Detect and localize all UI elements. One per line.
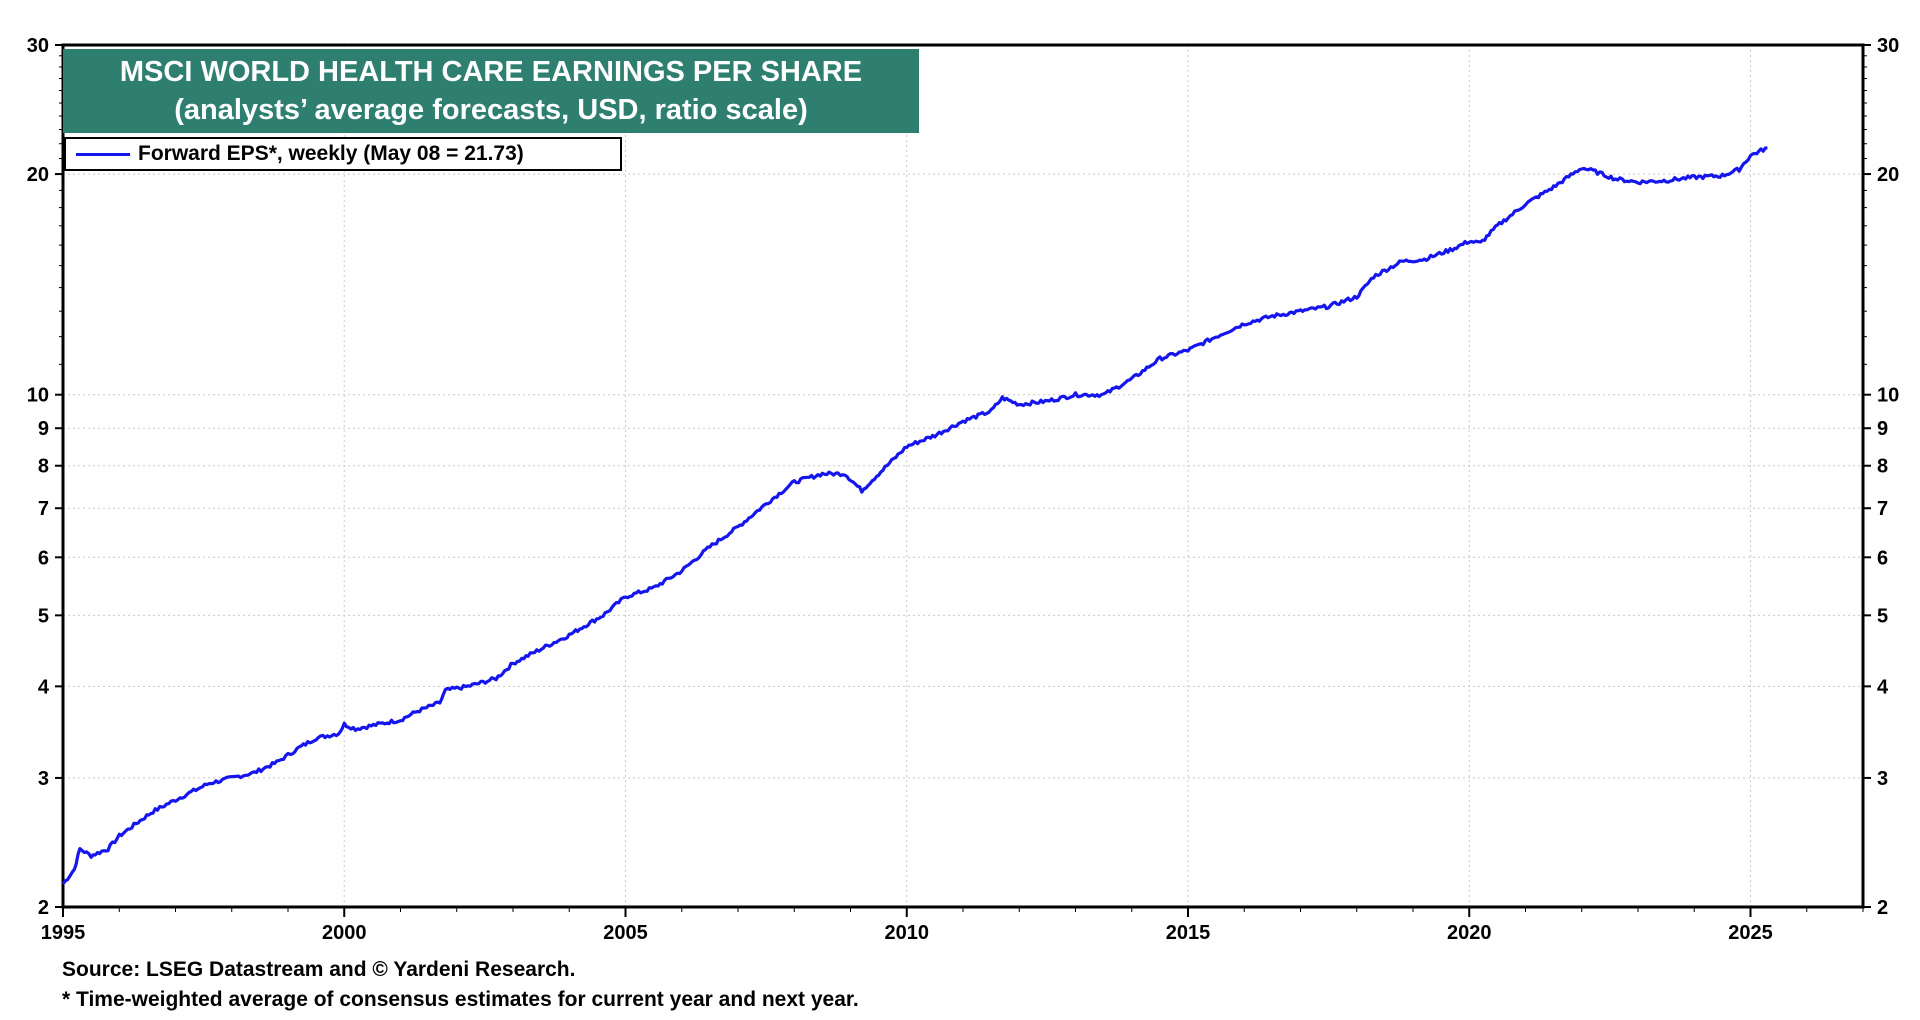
- y-tick-label-right: 8: [1877, 456, 1888, 478]
- chart-title: MSCI WORLD HEALTH CARE EARNINGS PER SHAR…: [119, 56, 863, 88]
- y-tick-label-right: 5: [1877, 605, 1888, 627]
- legend-swatch: [76, 152, 130, 156]
- y-tick-label-right: 4: [1877, 676, 1889, 698]
- y-tick-label-left: 2: [38, 897, 49, 919]
- y-tick-label-left: 10: [27, 385, 49, 407]
- legend-label: Forward EPS*, weekly (May 08 = 21.73): [138, 142, 524, 165]
- y-tick-label-right: 10: [1877, 385, 1899, 407]
- grid-lines: [63, 45, 1863, 907]
- y-tick-label-right: 7: [1877, 498, 1888, 520]
- y-tick-label-right: 9: [1877, 418, 1888, 440]
- x-tick-label: 2015: [1166, 922, 1211, 944]
- x-tick-label: 2020: [1447, 922, 1492, 944]
- y-tick-label-left: 5: [38, 605, 49, 627]
- y-tick-label-left: 20: [27, 164, 49, 186]
- y-tick-label-left: 6: [38, 547, 49, 569]
- chart-title-box: MSCI WORLD HEALTH CARE EARNINGS PER SHAR…: [63, 49, 919, 133]
- x-tick-label: 2000: [322, 922, 367, 944]
- y-tick-label-left: 8: [38, 456, 49, 478]
- axis-ticks: [55, 44, 1871, 917]
- y-tick-label-left: 30: [27, 35, 49, 57]
- y-tick-label-left: 4: [38, 676, 50, 698]
- y-tick-label-right: 3: [1877, 768, 1888, 790]
- source-note: Source: LSEG Datastream and © Yardeni Re…: [62, 958, 576, 981]
- chart-subtitle: (analysts’ average forecasts, USD, ratio…: [174, 94, 808, 126]
- x-tick-label: 2010: [885, 922, 930, 944]
- y-tick-label-left: 7: [38, 498, 49, 520]
- x-tick-label: 1995: [41, 922, 86, 944]
- y-tick-label-right: 20: [1877, 164, 1899, 186]
- series-line-forward-eps: [61, 146, 1768, 885]
- y-tick-label-left: 9: [38, 418, 49, 440]
- legend: Forward EPS*, weekly (May 08 = 21.73): [64, 137, 622, 171]
- y-tick-label-right: 2: [1877, 897, 1888, 919]
- x-tick-label: 2025: [1728, 922, 1773, 944]
- y-tick-label-right: 6: [1877, 547, 1888, 569]
- x-tick-label: 2005: [603, 922, 648, 944]
- y-tick-label-left: 3: [38, 768, 49, 790]
- footnote: * Time-weighted average of consensus est…: [62, 988, 859, 1011]
- y-tick-label-right: 30: [1877, 35, 1899, 57]
